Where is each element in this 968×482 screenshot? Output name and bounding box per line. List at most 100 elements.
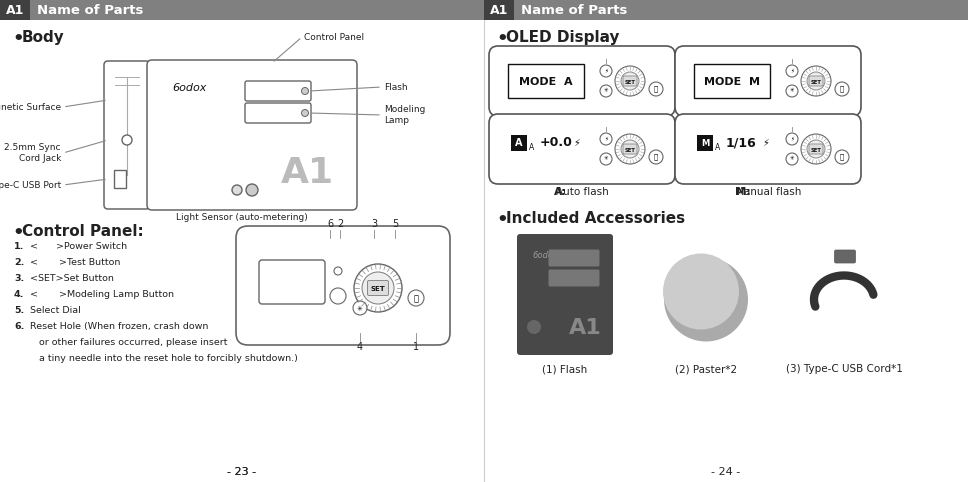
Text: ⏻: ⏻ [653, 154, 658, 161]
Text: Modeling
Lamp: Modeling Lamp [384, 105, 425, 125]
Text: ✳: ✳ [790, 89, 795, 94]
Text: •: • [12, 224, 23, 242]
Text: - 24 -: - 24 - [711, 467, 741, 477]
FancyBboxPatch shape [508, 64, 584, 98]
Circle shape [807, 140, 825, 158]
Text: ⚡: ⚡ [604, 68, 608, 73]
Text: SET: SET [810, 80, 822, 84]
Text: Name of Parts: Name of Parts [37, 3, 143, 16]
Text: SET: SET [810, 147, 822, 152]
Text: - 23 -: - 23 - [227, 467, 257, 477]
Bar [0, 0, 484, 20]
Text: 3.: 3. [14, 274, 24, 283]
Text: 3: 3 [371, 219, 378, 229]
Text: a tiny needle into the reset hole to forcibly shutdown.): a tiny needle into the reset hole to for… [30, 354, 298, 363]
Text: •: • [12, 30, 23, 48]
Text: Reset Hole (When frozen, crash down: Reset Hole (When frozen, crash down [30, 322, 208, 331]
Text: Control Panel:: Control Panel: [22, 224, 144, 239]
Circle shape [649, 82, 663, 96]
Text: Light Sensor (auto-metering): Light Sensor (auto-metering) [176, 213, 308, 222]
Circle shape [621, 140, 639, 158]
Text: ⏻: ⏻ [413, 295, 418, 304]
FancyBboxPatch shape [368, 281, 388, 295]
Text: 6odox: 6odox [172, 83, 206, 93]
Text: 4.: 4. [14, 290, 24, 299]
Circle shape [122, 135, 132, 145]
FancyBboxPatch shape [694, 64, 770, 98]
Circle shape [408, 290, 424, 306]
Circle shape [786, 65, 798, 77]
FancyBboxPatch shape [104, 61, 150, 209]
Text: ⚡: ⚡ [790, 136, 794, 142]
Text: ⏻: ⏻ [840, 154, 844, 161]
Text: 2.: 2. [14, 258, 24, 267]
Text: 6.: 6. [14, 322, 24, 331]
FancyBboxPatch shape [236, 226, 450, 345]
Circle shape [621, 72, 639, 90]
Circle shape [232, 185, 242, 195]
Circle shape [600, 65, 612, 77]
FancyBboxPatch shape [809, 144, 823, 154]
Circle shape [301, 109, 309, 117]
Circle shape [807, 72, 825, 90]
Circle shape [835, 150, 849, 164]
Bar [0, 0, 30, 20]
Text: MODE  A: MODE A [519, 77, 573, 87]
Text: A1: A1 [569, 318, 602, 338]
Circle shape [786, 133, 798, 145]
Text: Flash: Flash [384, 82, 408, 92]
Circle shape [527, 320, 541, 334]
FancyBboxPatch shape [147, 60, 357, 210]
Text: A1: A1 [281, 156, 334, 190]
Text: Name of Parts: Name of Parts [521, 3, 627, 16]
Circle shape [362, 272, 394, 304]
Text: Control Panel: Control Panel [304, 32, 364, 41]
Text: Manual flash: Manual flash [735, 187, 802, 197]
Text: Included Accessories: Included Accessories [506, 211, 685, 226]
Text: M: M [701, 138, 710, 147]
Text: Type-C USB Port: Type-C USB Port [0, 180, 61, 189]
Text: ⚡: ⚡ [573, 138, 580, 148]
FancyBboxPatch shape [489, 114, 675, 184]
Circle shape [664, 257, 748, 342]
FancyBboxPatch shape [623, 76, 637, 86]
Text: - 23 -: - 23 - [227, 467, 257, 477]
Text: •: • [496, 30, 507, 48]
Text: A1: A1 [6, 3, 24, 16]
Bar [484, 0, 514, 20]
FancyBboxPatch shape [245, 103, 311, 123]
Circle shape [301, 88, 309, 94]
Text: ✳: ✳ [604, 157, 608, 161]
Text: Auto flash: Auto flash [556, 187, 608, 197]
Circle shape [786, 85, 798, 97]
Text: MODE  M: MODE M [704, 77, 760, 87]
Circle shape [786, 153, 798, 165]
FancyBboxPatch shape [675, 46, 861, 116]
Text: (2) Paster*2: (2) Paster*2 [675, 364, 737, 374]
Circle shape [600, 133, 612, 145]
Text: (1) Flash: (1) Flash [542, 364, 588, 374]
FancyBboxPatch shape [675, 114, 861, 184]
Text: ⚡: ⚡ [604, 136, 608, 142]
Text: <       >Modeling Lamp Button: < >Modeling Lamp Button [30, 290, 174, 299]
Text: ✳: ✳ [357, 306, 363, 312]
FancyBboxPatch shape [549, 250, 599, 267]
Text: SET: SET [624, 147, 635, 152]
Text: <      >Power Switch: < >Power Switch [30, 242, 127, 251]
FancyBboxPatch shape [549, 269, 599, 286]
Text: 4: 4 [357, 342, 363, 352]
Circle shape [246, 184, 258, 196]
Text: Select Dial: Select Dial [30, 306, 80, 315]
Text: Magnetic Surface: Magnetic Surface [0, 103, 61, 111]
FancyBboxPatch shape [114, 170, 126, 188]
Text: •: • [496, 211, 507, 229]
Text: 1.: 1. [14, 242, 24, 251]
Text: SET: SET [371, 286, 385, 292]
Text: ⚡: ⚡ [762, 138, 769, 148]
Text: <       >Test Button: < >Test Button [30, 258, 120, 267]
Text: 2: 2 [337, 219, 343, 229]
FancyBboxPatch shape [834, 250, 856, 263]
Text: ✳: ✳ [790, 157, 795, 161]
Text: OLED Display: OLED Display [506, 30, 620, 45]
Text: ⏻: ⏻ [653, 86, 658, 93]
